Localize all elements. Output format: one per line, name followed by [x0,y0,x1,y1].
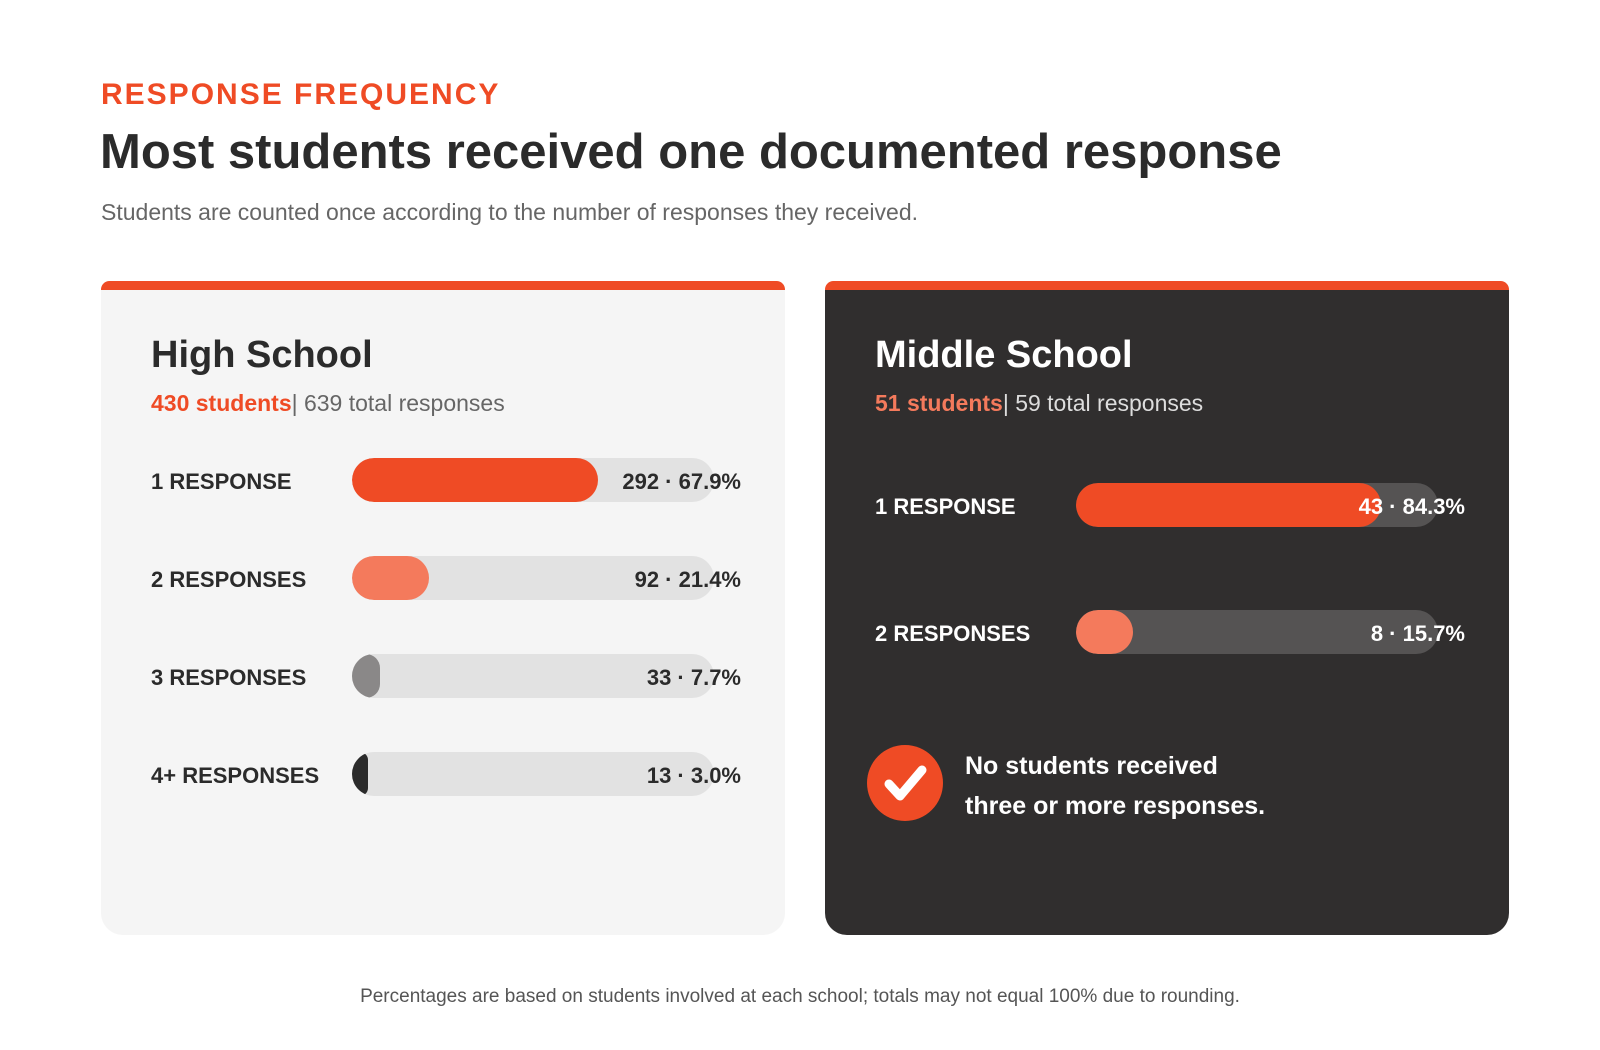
bar-track [352,556,714,600]
bar-row: 1 RESPONSE 43 · 84.3% [875,483,1465,527]
footnote: Percentages are based on students involv… [360,986,1240,1007]
check-badge [867,745,943,821]
bar-fill [352,654,380,698]
bar-row: 4+ RESPONSES 13 · 3.0% [151,752,741,796]
eyebrow-label: RESPONSE FREQUENCY [101,78,501,111]
bar-category-label: 2 RESPONSES [875,621,1031,646]
student-count: 430 students [151,390,292,416]
page-title: Most students received one documented re… [100,125,1282,179]
bar-track [352,654,714,698]
note-line: No students received [965,752,1218,780]
middle-school-card: Middle School 51 students| 59 total resp… [825,290,1509,935]
bar-fill [1076,610,1133,654]
bar-fill [352,556,430,600]
bar-category-label: 2 RESPONSES [151,567,307,592]
bar-value-label: 92 · 21.4% [634,567,741,592]
bar-value-label: 13 · 3.0% [646,763,741,788]
high-school-card: High School 430 students| 639 total resp… [101,290,785,935]
card-title: High School [151,334,373,376]
bar-row: 1 RESPONSE 292 · 67.9% [151,458,741,502]
bar-value-label: 33 · 7.7% [646,665,741,690]
bar-category-label: 4+ RESPONSES [151,763,320,788]
student-count: 51 students [875,390,1003,416]
card-summary: 430 students| 639 total responses [151,390,505,417]
bar-row: 2 RESPONSES 92 · 21.4% [151,556,741,600]
bar-track [352,752,714,796]
bar-category-label: 1 RESPONSE [151,469,292,494]
check-icon [884,765,927,801]
bar-value-label: 8 · 15.7% [1370,621,1465,646]
bar-row: 3 RESPONSES 33 · 7.7% [151,654,741,698]
note-line: three or more responses. [965,792,1266,820]
response-total: | 639 total responses [291,390,505,416]
card-title: Middle School [875,334,1133,376]
bar-fill [352,458,598,502]
bar-category-label: 1 RESPONSE [875,494,1016,519]
bar-value-label: 43 · 84.3% [1358,494,1465,519]
bar-row: 2 RESPONSES 8 · 15.7% [875,610,1465,654]
bar-track [1076,610,1438,654]
bar-category-label: 3 RESPONSES [151,665,307,690]
card-summary: 51 students| 59 total responses [875,390,1203,417]
bar-value-label: 292 · 67.9% [622,469,741,494]
bar-fill [1076,483,1382,527]
no-responses-note: No students received three or more respo… [965,746,1265,826]
response-total: | 59 total responses [1002,390,1204,416]
bar-fill [352,752,368,796]
bar-track [352,458,714,502]
page-subtitle: Students are counted once according to t… [101,199,919,225]
bar-track [1076,483,1438,527]
